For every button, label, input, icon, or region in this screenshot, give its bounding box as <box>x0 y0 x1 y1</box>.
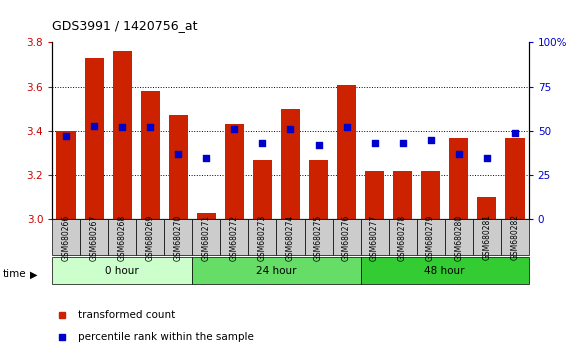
Bar <box>421 171 440 219</box>
Point <box>426 137 435 143</box>
Bar <box>473 219 501 256</box>
Bar <box>196 213 216 219</box>
Point <box>230 126 239 132</box>
Bar <box>113 51 132 219</box>
Bar <box>108 219 137 256</box>
Bar <box>164 219 192 256</box>
Point <box>454 151 463 157</box>
Bar <box>253 160 272 219</box>
Bar <box>52 219 80 256</box>
Bar <box>192 219 220 256</box>
Text: GSM680270: GSM680270 <box>174 215 183 261</box>
Bar <box>225 124 244 219</box>
Text: GSM680281: GSM680281 <box>482 215 491 261</box>
Bar <box>52 257 192 284</box>
Point <box>398 141 407 146</box>
Bar <box>505 138 525 219</box>
Point <box>482 155 492 160</box>
Text: GSM680274: GSM680274 <box>286 215 295 261</box>
Text: 48 hour: 48 hour <box>424 266 465 275</box>
Text: transformed count: transformed count <box>78 310 175 320</box>
Text: GSM680276: GSM680276 <box>342 215 351 261</box>
Bar <box>309 160 328 219</box>
Text: GSM680278: GSM680278 <box>398 215 407 261</box>
Text: time: time <box>3 269 27 279</box>
Point <box>370 141 379 146</box>
Text: 24 hour: 24 hour <box>256 266 297 275</box>
Bar <box>393 171 413 219</box>
Bar <box>137 219 164 256</box>
Text: 0 hour: 0 hour <box>106 266 139 275</box>
Bar <box>332 219 361 256</box>
Bar <box>477 198 497 219</box>
Point <box>286 126 295 132</box>
Text: GSM680282: GSM680282 <box>510 215 519 261</box>
Text: GDS3991 / 1420756_at: GDS3991 / 1420756_at <box>52 19 198 32</box>
Point <box>510 130 519 136</box>
Point <box>258 141 267 146</box>
Bar <box>304 219 332 256</box>
Bar <box>449 138 468 219</box>
Text: GSM680271: GSM680271 <box>202 215 211 261</box>
Bar <box>417 219 444 256</box>
Bar <box>168 115 188 219</box>
Text: ▶: ▶ <box>30 269 38 279</box>
Bar <box>444 219 473 256</box>
Point <box>89 123 99 129</box>
Point <box>146 125 155 130</box>
Text: GSM680272: GSM680272 <box>230 215 239 261</box>
Bar <box>249 219 277 256</box>
Text: GSM680277: GSM680277 <box>370 215 379 261</box>
Text: GSM680273: GSM680273 <box>258 215 267 261</box>
Bar <box>192 257 361 284</box>
Text: GSM680280: GSM680280 <box>454 215 463 261</box>
Point <box>202 155 211 160</box>
Point <box>314 142 323 148</box>
Text: GSM680275: GSM680275 <box>314 215 323 261</box>
Text: GSM680268: GSM680268 <box>118 215 127 261</box>
Bar <box>361 257 529 284</box>
Text: GSM680269: GSM680269 <box>146 215 155 261</box>
Bar <box>361 219 389 256</box>
Bar <box>84 58 104 219</box>
Bar <box>141 91 160 219</box>
Bar <box>56 131 76 219</box>
Text: percentile rank within the sample: percentile rank within the sample <box>78 332 254 342</box>
Point <box>118 125 127 130</box>
Text: GSM680266: GSM680266 <box>62 215 71 261</box>
Text: GSM680267: GSM680267 <box>90 215 99 261</box>
Point <box>62 133 71 139</box>
Point <box>174 151 183 157</box>
Bar <box>281 109 300 219</box>
Bar <box>337 85 356 219</box>
Point <box>342 125 351 130</box>
Bar <box>220 219 249 256</box>
Bar <box>389 219 417 256</box>
Bar <box>80 219 108 256</box>
Text: GSM680279: GSM680279 <box>426 215 435 261</box>
Bar <box>277 219 304 256</box>
Bar <box>365 171 385 219</box>
Bar <box>501 219 529 256</box>
